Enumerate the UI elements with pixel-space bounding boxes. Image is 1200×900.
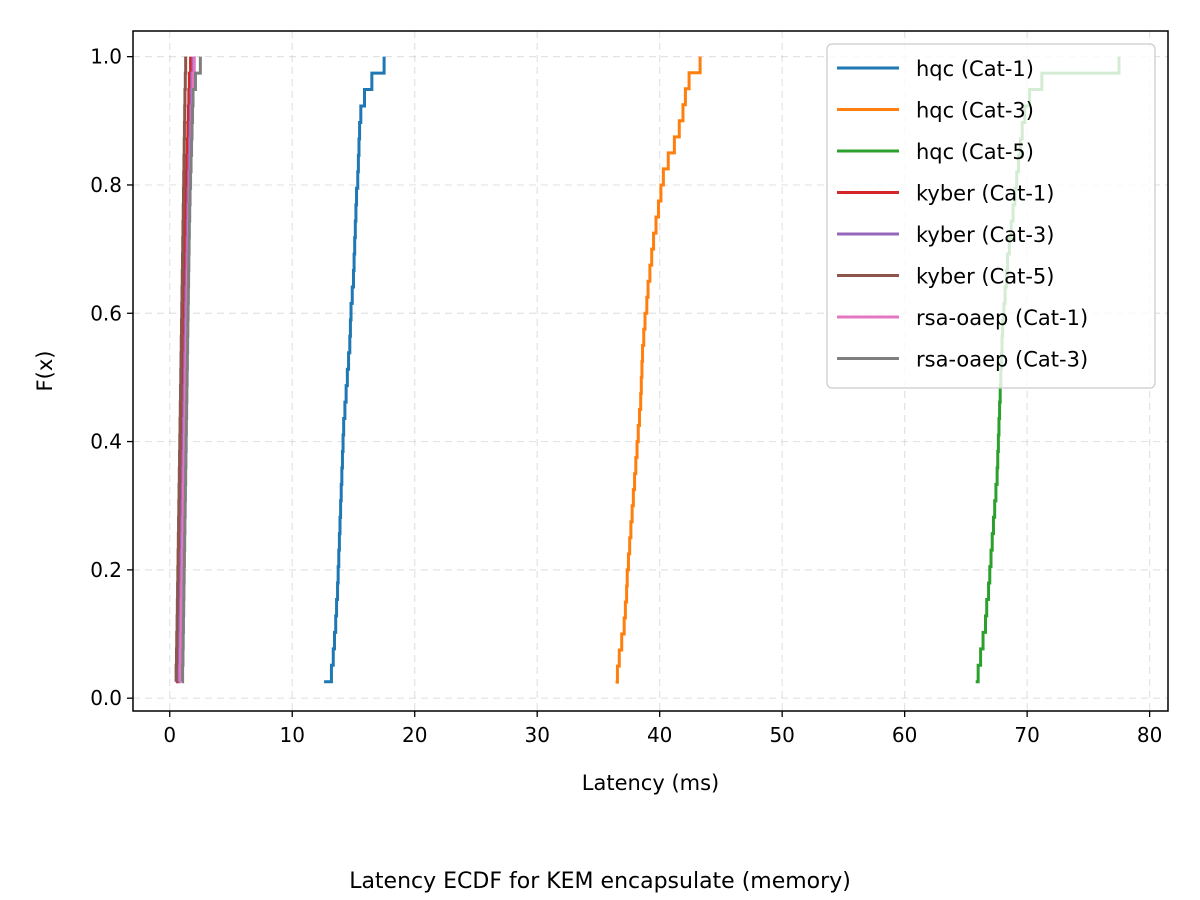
y-tick-label: 0.4: [90, 430, 122, 454]
legend-label: hqc (Cat-5): [916, 140, 1034, 164]
y-axis: 0.0 0.2 0.4 0.6 0.8 1.0: [90, 45, 133, 710]
legend-label: kyber (Cat-1): [916, 182, 1055, 206]
y-tick-label: 0.2: [90, 558, 122, 582]
x-tick-label: 10: [280, 723, 305, 747]
series-line: [174, 56, 188, 684]
y-tick-label: 0.6: [90, 301, 122, 325]
x-tick-label: 60: [892, 723, 917, 747]
legend-label: kyber (Cat-3): [916, 223, 1055, 247]
x-tick-label: 80: [1137, 723, 1162, 747]
series-line: [181, 56, 202, 684]
legend-label: kyber (Cat-5): [916, 265, 1055, 289]
series-line: [615, 56, 702, 684]
x-tick-label: 30: [524, 723, 549, 747]
x-tick-label: 50: [769, 723, 794, 747]
series-line: [324, 56, 386, 684]
legend-label: hqc (Cat-1): [916, 57, 1034, 81]
y-axis-label: F(x): [33, 351, 57, 392]
legend-box: [826, 43, 1156, 389]
legend: hqc (Cat-1) hqc (Cat-3) hqc (Cat-5) kyber (…: [826, 43, 1156, 389]
x-tick-label: 40: [647, 723, 672, 747]
x-axis: 0 10 20 30 40 50 60 70 80: [163, 711, 1162, 747]
series-layer: [174, 56, 1121, 684]
grid: [133, 31, 1168, 711]
y-tick-label: 0.8: [90, 173, 122, 197]
x-axis-label: Latency (ms): [582, 771, 719, 795]
x-tick-label: 20: [402, 723, 427, 747]
legend-label: hqc (Cat-3): [916, 99, 1034, 123]
legend-label: rsa-oaep (Cat-1): [916, 306, 1088, 330]
plot-frame: [132, 30, 1169, 712]
y-tick-label: 1.0: [90, 45, 122, 69]
legend-label: rsa-oaep (Cat-3): [916, 348, 1088, 372]
x-tick-label: 0: [163, 723, 176, 747]
chart-caption: Latency ECDF for KEM encapsulate (memory…: [349, 869, 851, 894]
y-tick-label: 0.0: [90, 686, 122, 710]
x-tick-label: 70: [1014, 723, 1039, 747]
